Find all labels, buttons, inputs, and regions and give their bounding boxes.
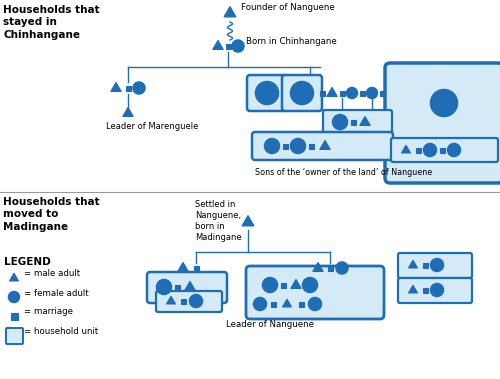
FancyBboxPatch shape (323, 110, 392, 135)
Circle shape (309, 298, 321, 310)
Bar (422, 288, 428, 293)
Bar (180, 299, 186, 304)
Text: Settled in
Nanguene,
born in
Madingane: Settled in Nanguene, born in Madingane (195, 200, 242, 242)
Bar (126, 86, 130, 91)
FancyBboxPatch shape (147, 272, 227, 303)
FancyBboxPatch shape (252, 132, 393, 160)
Bar (340, 91, 344, 96)
Circle shape (291, 82, 313, 104)
Polygon shape (402, 145, 410, 153)
Circle shape (367, 88, 377, 98)
Text: = male adult: = male adult (24, 269, 80, 279)
Text: = female adult: = female adult (24, 288, 88, 298)
Text: Households that
moved to
Madingane: Households that moved to Madingane (3, 197, 100, 232)
Polygon shape (282, 299, 292, 307)
Circle shape (431, 284, 443, 296)
Polygon shape (291, 279, 301, 288)
FancyBboxPatch shape (156, 291, 222, 312)
Circle shape (256, 82, 278, 104)
Bar (350, 119, 356, 124)
Polygon shape (166, 296, 175, 304)
FancyBboxPatch shape (247, 75, 287, 111)
FancyBboxPatch shape (398, 253, 472, 278)
Polygon shape (111, 82, 121, 91)
FancyBboxPatch shape (398, 278, 472, 303)
Bar (174, 285, 180, 290)
Polygon shape (327, 87, 337, 97)
Bar (270, 302, 276, 307)
Bar (440, 147, 444, 152)
Circle shape (232, 41, 243, 52)
Bar (380, 91, 384, 96)
Circle shape (424, 144, 436, 156)
Text: Leader of Marenguele: Leader of Marenguele (106, 122, 198, 131)
Circle shape (431, 90, 457, 116)
FancyBboxPatch shape (391, 138, 498, 162)
Polygon shape (313, 262, 323, 271)
Polygon shape (224, 6, 236, 17)
Text: = household unit: = household unit (24, 327, 98, 337)
Polygon shape (360, 116, 370, 125)
Bar (422, 263, 428, 268)
Text: Founder of Nanguene: Founder of Nanguene (241, 3, 335, 13)
Bar (298, 302, 304, 307)
Polygon shape (320, 140, 330, 149)
Polygon shape (178, 262, 188, 271)
Circle shape (291, 139, 305, 153)
Polygon shape (123, 107, 133, 116)
Bar (226, 44, 230, 49)
Bar (10, 313, 18, 319)
Circle shape (303, 278, 317, 292)
FancyBboxPatch shape (246, 266, 384, 319)
Bar (282, 144, 288, 149)
Bar (360, 91, 364, 96)
Circle shape (190, 295, 202, 307)
Circle shape (134, 83, 144, 94)
Circle shape (336, 263, 347, 274)
Circle shape (265, 139, 279, 153)
Text: LEGEND: LEGEND (4, 257, 51, 267)
Polygon shape (242, 216, 254, 226)
Circle shape (448, 144, 460, 156)
Polygon shape (185, 281, 195, 290)
Polygon shape (213, 40, 223, 49)
Circle shape (157, 280, 171, 294)
Circle shape (347, 88, 357, 98)
Bar (328, 266, 332, 271)
FancyBboxPatch shape (6, 328, 23, 344)
Circle shape (263, 278, 277, 292)
Circle shape (254, 298, 266, 310)
Bar (194, 266, 198, 271)
Text: = marriage: = marriage (24, 307, 73, 316)
FancyBboxPatch shape (385, 63, 500, 183)
Polygon shape (408, 285, 418, 293)
Text: Households that
stayed in
Chinhangane: Households that stayed in Chinhangane (3, 5, 100, 40)
Text: Sons of the ‘owner of the land’ of Nanguene: Sons of the ‘owner of the land’ of Nangu… (255, 168, 432, 177)
Text: Born in Chinhangane: Born in Chinhangane (246, 38, 337, 47)
Text: Leader of Nanguene: Leader of Nanguene (226, 320, 314, 329)
Circle shape (9, 292, 19, 302)
Bar (308, 144, 314, 149)
FancyBboxPatch shape (282, 75, 322, 111)
Bar (280, 282, 285, 288)
Polygon shape (10, 273, 18, 281)
Circle shape (431, 259, 443, 271)
Bar (416, 147, 420, 152)
Circle shape (333, 115, 347, 129)
Polygon shape (408, 260, 418, 268)
Bar (320, 91, 324, 96)
